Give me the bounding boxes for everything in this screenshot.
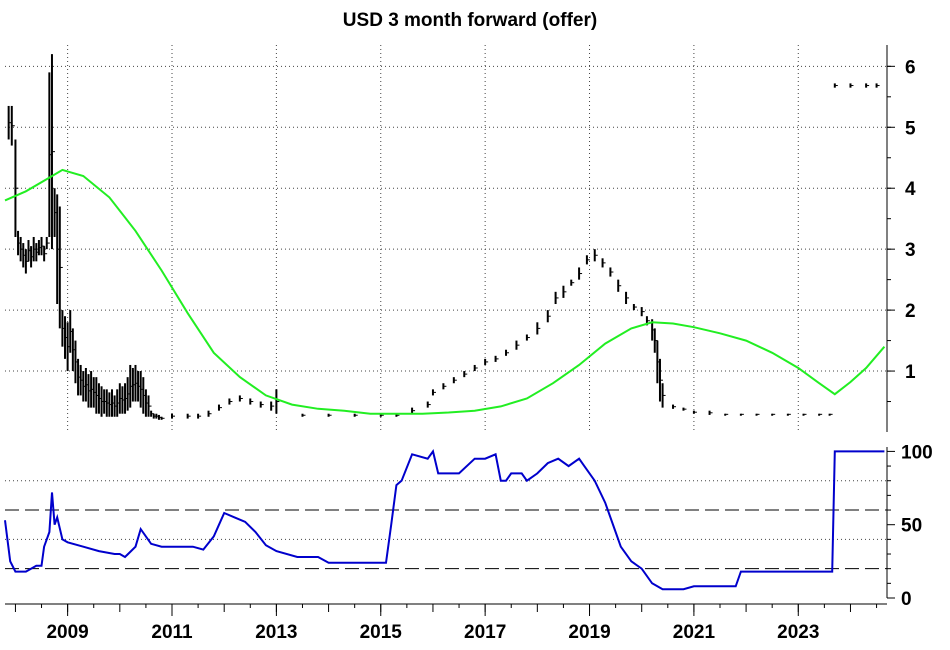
- price-bar-16: [50, 54, 55, 250]
- price-bar-112: [739, 413, 744, 416]
- x-tick-label-0: 2009: [46, 622, 88, 643]
- price-bar-87: [536, 322, 541, 335]
- price-bar-92: [578, 267, 583, 280]
- price-bar-2: [14, 139, 19, 237]
- x-axis: 2009 2011 2013 2015 2017 2019 2021 2023: [5, 603, 887, 643]
- x-tick-label-3: 2015: [360, 622, 403, 643]
- price-bar-60: [186, 413, 191, 419]
- upper-ytick-label-2: 3: [905, 240, 916, 261]
- price-bar-82: [484, 358, 489, 365]
- x-tick-label-1: 2011: [151, 622, 193, 643]
- price-bar-117: [818, 413, 823, 416]
- price-bar-65: [238, 395, 243, 402]
- x-tick-label-7: 2023: [777, 622, 819, 643]
- price-bar-107: [672, 404, 677, 409]
- price-bar-97: [617, 279, 622, 292]
- upper-ytick-label-3: 4: [905, 179, 916, 200]
- price-bar-83: [494, 355, 499, 362]
- price-bar-93: [585, 255, 590, 265]
- price-bar-66: [249, 398, 254, 405]
- price-bar-67: [259, 401, 264, 408]
- price-bar-116: [802, 413, 807, 416]
- price-bar-77: [431, 389, 436, 396]
- price-bar-108: [682, 407, 687, 411]
- moving-average-line: [4, 168, 886, 415]
- price-bar-1: [10, 105, 15, 146]
- price-bar-113: [755, 413, 760, 416]
- price-bar-119: [833, 83, 838, 88]
- price-bar-63: [217, 404, 222, 411]
- price-bar-89: [554, 291, 559, 305]
- price-bar-69: [275, 389, 280, 414]
- price-bar-98: [625, 291, 630, 305]
- price-bar-99: [632, 304, 637, 311]
- price-bar-81: [473, 364, 478, 372]
- price-bar-86: [525, 334, 530, 341]
- upper-ytick-label-5: 6: [905, 57, 916, 78]
- price-bar-122: [875, 83, 880, 88]
- price-bar-109: [692, 410, 697, 414]
- lower-ytick-label-1: 50: [901, 516, 922, 537]
- price-bar-76: [426, 401, 431, 408]
- price-bar-114: [771, 413, 776, 416]
- chart-title: USD 3 month forward (offer): [343, 10, 597, 31]
- price-bar-68: [270, 401, 275, 411]
- price-bar-71: [327, 413, 332, 417]
- oscillator-line: [4, 449, 885, 591]
- price-bar-13: [43, 246, 48, 262]
- x-tick-label-2: 2013: [255, 622, 297, 643]
- price-bar-62: [207, 410, 212, 417]
- price-bar-61: [197, 413, 202, 419]
- upper-ytick-label-0: 1: [905, 362, 916, 383]
- upper-ytick-label-1: 2: [905, 301, 916, 322]
- lower-panel: 0 50 100: [4, 442, 933, 610]
- price-bar-85: [515, 340, 520, 350]
- price-bar-72: [353, 413, 358, 417]
- upper-panel: 1 2 3 4 5 6: [4, 45, 916, 432]
- price-bar-91: [570, 279, 575, 286]
- price-bar-70: [301, 413, 306, 417]
- price-bar-121: [865, 83, 870, 88]
- price-bar-79: [452, 377, 457, 384]
- price-bar-78: [442, 383, 447, 390]
- price-bar-58: [160, 416, 165, 420]
- x-tick-label-5: 2019: [568, 622, 610, 643]
- price-bar-84: [505, 349, 510, 356]
- price-bar-95: [601, 258, 606, 268]
- price-bar-90: [562, 285, 567, 298]
- price-bar-106: [661, 383, 666, 408]
- price-bar-19: [58, 206, 63, 329]
- price-bar-59: [171, 413, 176, 419]
- price-bar-100: [640, 307, 645, 317]
- price-bar-96: [609, 267, 614, 277]
- lower-ytick-label-0: 0: [901, 589, 912, 610]
- price-bar-111: [724, 413, 729, 416]
- price-bar-80: [463, 371, 468, 378]
- price-bars: [7, 54, 880, 420]
- price-bar-110: [708, 410, 713, 415]
- x-tick-label-6: 2021: [673, 622, 716, 643]
- price-bar-53: [147, 395, 152, 417]
- upper-ytick-label-4: 5: [905, 118, 916, 139]
- price-bar-14: [45, 236, 50, 250]
- price-bar-88: [546, 310, 551, 323]
- x-tick-label-4: 2017: [464, 622, 506, 643]
- price-bar-120: [849, 83, 854, 88]
- price-bar-115: [786, 413, 791, 416]
- lower-ytick-label-2: 100: [901, 442, 933, 463]
- price-bar-64: [228, 398, 233, 405]
- price-bar-118: [828, 413, 833, 416]
- price-bar-94: [593, 249, 598, 262]
- price-bar-105: [658, 358, 663, 402]
